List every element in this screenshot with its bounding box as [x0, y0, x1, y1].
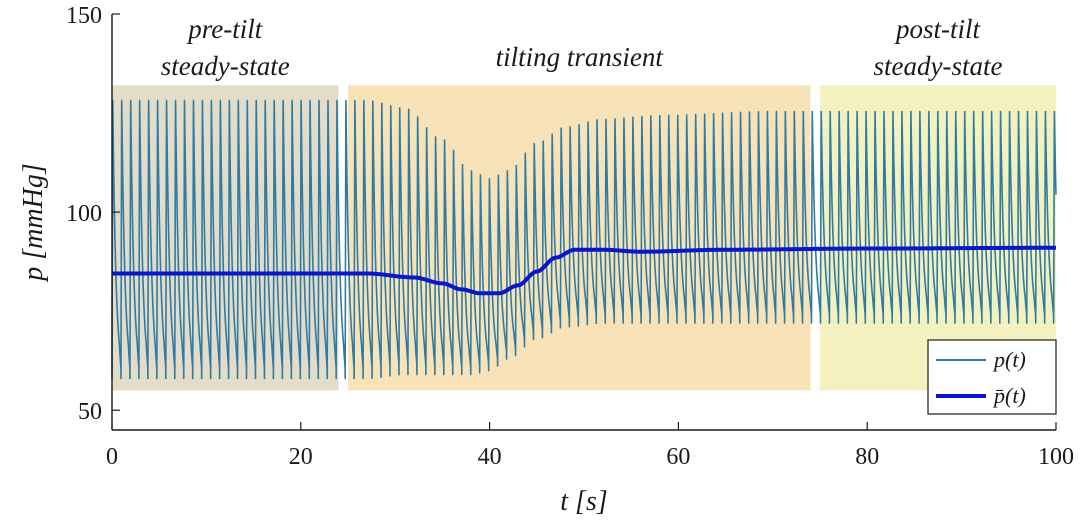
axes: 0 20 40 60 80 100 50 100 150: [66, 3, 1074, 470]
x-tick-label-5: 100: [1038, 444, 1074, 470]
phase-label-0-0: pre-tilt: [186, 14, 263, 44]
legend-box: [927, 339, 1057, 415]
x-tick-label-0: 0: [106, 444, 118, 470]
x-tick-label-2: 40: [478, 444, 502, 470]
phase-label-2-0: post-tilt: [894, 14, 982, 44]
legend: p(t) p̄(t): [927, 339, 1057, 415]
x-tick-label-1: 20: [289, 444, 313, 470]
x-tick-label-3: 60: [666, 444, 690, 470]
legend-label-p-mean: p̄(t): [992, 383, 1026, 408]
y-tick-label-1: 100: [66, 201, 102, 227]
x-axis-label: t [s]: [560, 486, 607, 517]
series-line-p-mean: [112, 245, 1056, 296]
legend-label-p: p(t): [992, 347, 1026, 372]
y-axis-label: p [mmHg]: [18, 163, 49, 282]
y-tick-label-2: 150: [66, 3, 102, 29]
phase-label-1-0: tilting transient: [496, 42, 665, 72]
phase-label-0-1: steady-state: [161, 51, 290, 81]
x-tick-label-4: 80: [855, 444, 879, 470]
phase-label-2-1: steady-state: [874, 51, 1003, 81]
y-tick-label-0: 50: [78, 399, 102, 425]
plot-series: [111, 99, 1057, 380]
series-line-p: [111, 99, 1057, 380]
